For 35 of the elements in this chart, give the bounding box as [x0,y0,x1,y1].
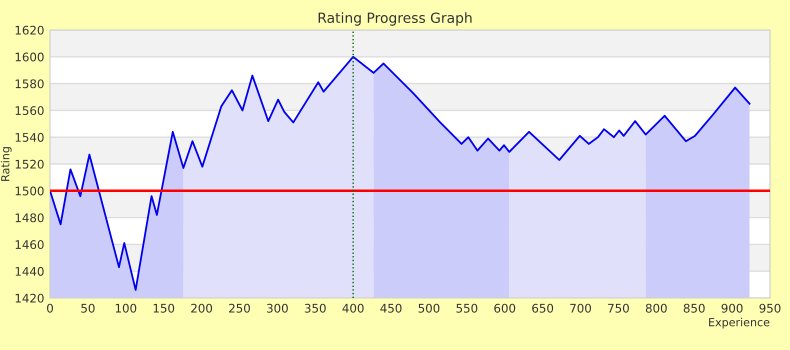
x-tick-label: 500 [418,304,440,313]
x-tick-label: 750 [608,304,629,313]
x-tick-label: 400 [342,304,364,313]
x-tick-label: 50 [81,304,95,313]
y-tick-label: 1580 [16,79,44,88]
y-tick-label: 1480 [16,213,44,222]
x-tick-label: 450 [380,304,402,313]
x-tick-label: 900 [722,304,743,313]
x-tick-label: 850 [684,304,705,313]
x-tick-label: 150 [154,304,174,313]
x-axis-title: Experience [709,318,770,329]
y-tick-label: 1560 [16,106,44,116]
x-tick-label: 100 [116,304,136,313]
y-tick-label: 1420 [16,294,44,303]
x-tick-label: 650 [532,304,554,313]
x-tick-label: 250 [229,304,250,313]
x-tick-label: 300 [267,304,288,313]
x-tick-label: 700 [570,304,592,313]
x-tick-label: 350 [304,304,326,313]
y-axis-title: Rating [0,147,12,181]
y-tick-label: 1440 [16,266,44,276]
y-tick-label: 1620 [16,26,44,35]
x-tick-label: 600 [494,304,516,313]
chart-title: Rating Progress Graph [318,12,472,26]
y-tick-label: 1600 [16,52,44,62]
x-tick-label: 0 [47,304,53,313]
line-series [50,56,750,291]
x-tick-label: 950 [759,304,780,313]
x-tick-label: 200 [191,304,212,313]
x-tick-label: 550 [456,304,478,313]
y-tick-label: 1520 [16,160,44,169]
y-tick-label: 1500 [16,186,44,196]
y-tick-label: 1540 [16,132,44,142]
x-tick-label: 800 [646,304,667,313]
y-tick-label: 1460 [16,240,44,250]
